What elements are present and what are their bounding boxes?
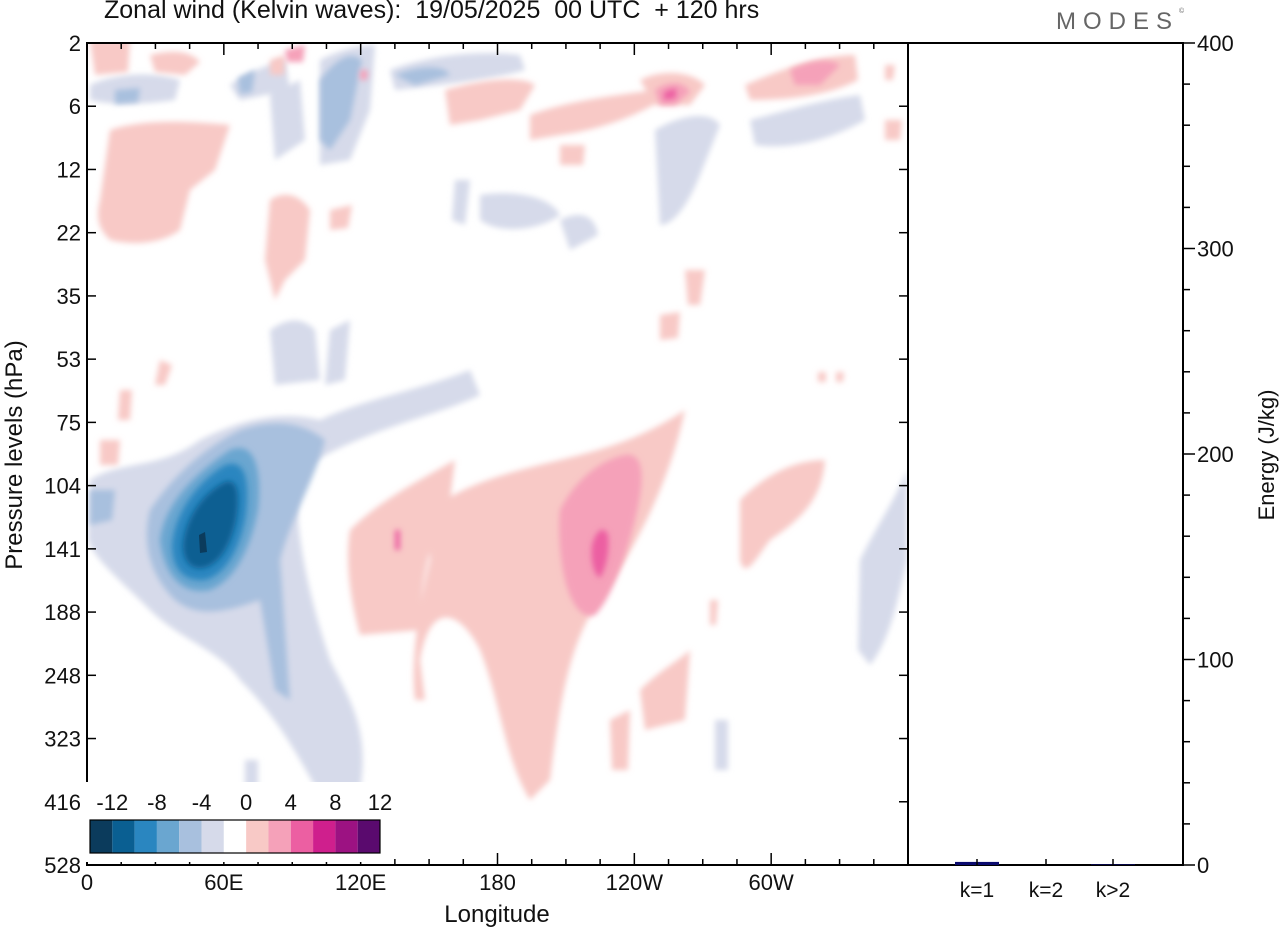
x-axis: 0 60E 120E 180 120W 60W xyxy=(81,43,909,895)
contours-pos-2 xyxy=(90,43,902,800)
y-tick-label: 248 xyxy=(44,663,81,688)
colorbar-swatch xyxy=(335,820,358,853)
colorbar-swatch xyxy=(201,820,224,853)
y-tick-label: 53 xyxy=(57,347,81,372)
y-tick-label: 6 xyxy=(69,94,81,119)
colorbar-swatch xyxy=(223,820,247,853)
contour-field xyxy=(88,43,907,820)
colorbar-swatch xyxy=(156,820,180,853)
colorbar-border xyxy=(89,819,381,854)
y-tick-label: 188 xyxy=(44,600,81,625)
energy-tick-label: 300 xyxy=(1197,237,1234,262)
y-tick-label: 75 xyxy=(57,410,81,435)
colorbar-label: 0 xyxy=(240,790,252,815)
energy-axis: 0 100 200 300 400 xyxy=(1183,31,1234,878)
energy-tick-label: 200 xyxy=(1197,442,1234,467)
colorbar-label: -8 xyxy=(147,790,167,815)
colorbar-swatch xyxy=(268,820,291,853)
y-tick-label: 22 xyxy=(57,221,81,246)
colorbar-swatch xyxy=(134,820,157,853)
y-tick-label: 35 xyxy=(57,284,81,309)
colorbar-swatch xyxy=(246,820,269,853)
x-tick-label: 60W xyxy=(749,870,794,895)
contours-neg-10 xyxy=(183,481,238,569)
y-tick-label: 12 xyxy=(57,157,81,182)
colorbar-label: 12 xyxy=(368,790,392,815)
colorbar-label: 8 xyxy=(329,790,341,815)
x-tick-label: 0 xyxy=(81,870,93,895)
page-title: Zonal wind (Kelvin waves): 19/05/2025 00… xyxy=(104,0,760,24)
colorbar-label: 4 xyxy=(285,790,297,815)
x-tick-label: 120E xyxy=(335,870,386,895)
energy-tick-label: 100 xyxy=(1197,648,1234,673)
colorbar-swatch xyxy=(313,820,336,853)
brand-logo: MODES© xyxy=(1056,8,1185,35)
y-tick-label: 2 xyxy=(69,31,81,56)
energy-cat-label: k>2 xyxy=(1096,879,1130,902)
contours-pos-6 xyxy=(395,88,676,578)
colorbar-swatch xyxy=(290,820,314,853)
y-tick-label: 528 xyxy=(44,853,81,878)
y-tick-label: 416 xyxy=(44,790,81,815)
energy-tick-label: 0 xyxy=(1197,853,1209,878)
colorbar: -12 -8 -4 0 4 8 12 xyxy=(84,782,392,862)
x-tick-label: 120W xyxy=(606,870,664,895)
y-tick-label: 323 xyxy=(44,727,81,752)
energy-cat-label: k=1 xyxy=(960,879,994,902)
colorbar-swatch xyxy=(179,820,202,853)
colorbar-swatch xyxy=(112,820,135,853)
colorbar-swatch xyxy=(90,820,113,853)
energy-plot-frame xyxy=(907,42,1184,866)
x-tick-label: 180 xyxy=(479,870,516,895)
y-axis-title: Pressure levels (hPa) xyxy=(1,340,28,569)
colorbar-swatch xyxy=(357,820,380,853)
y-tick-label: 141 xyxy=(44,537,81,562)
energy-axis-title: Energy (J/kg) xyxy=(1254,390,1279,521)
x-axis-title: Longitude xyxy=(444,901,549,928)
energy-cat-label: k=2 xyxy=(1029,879,1063,902)
x-tick-label: 60E xyxy=(204,870,243,895)
energy-categories: k=1 k=2 k>2 xyxy=(960,859,1130,902)
y-tick-label: 104 xyxy=(44,474,81,499)
energy-tick-label: 400 xyxy=(1197,31,1234,56)
colorbar-label: -12 xyxy=(96,790,128,815)
contours-neg-12 xyxy=(199,532,207,553)
colorbar-label: -4 xyxy=(192,790,212,815)
y-axis: 2 6 12 22 35 53 75 104 141 188 248 323 416 528 xyxy=(44,31,908,878)
